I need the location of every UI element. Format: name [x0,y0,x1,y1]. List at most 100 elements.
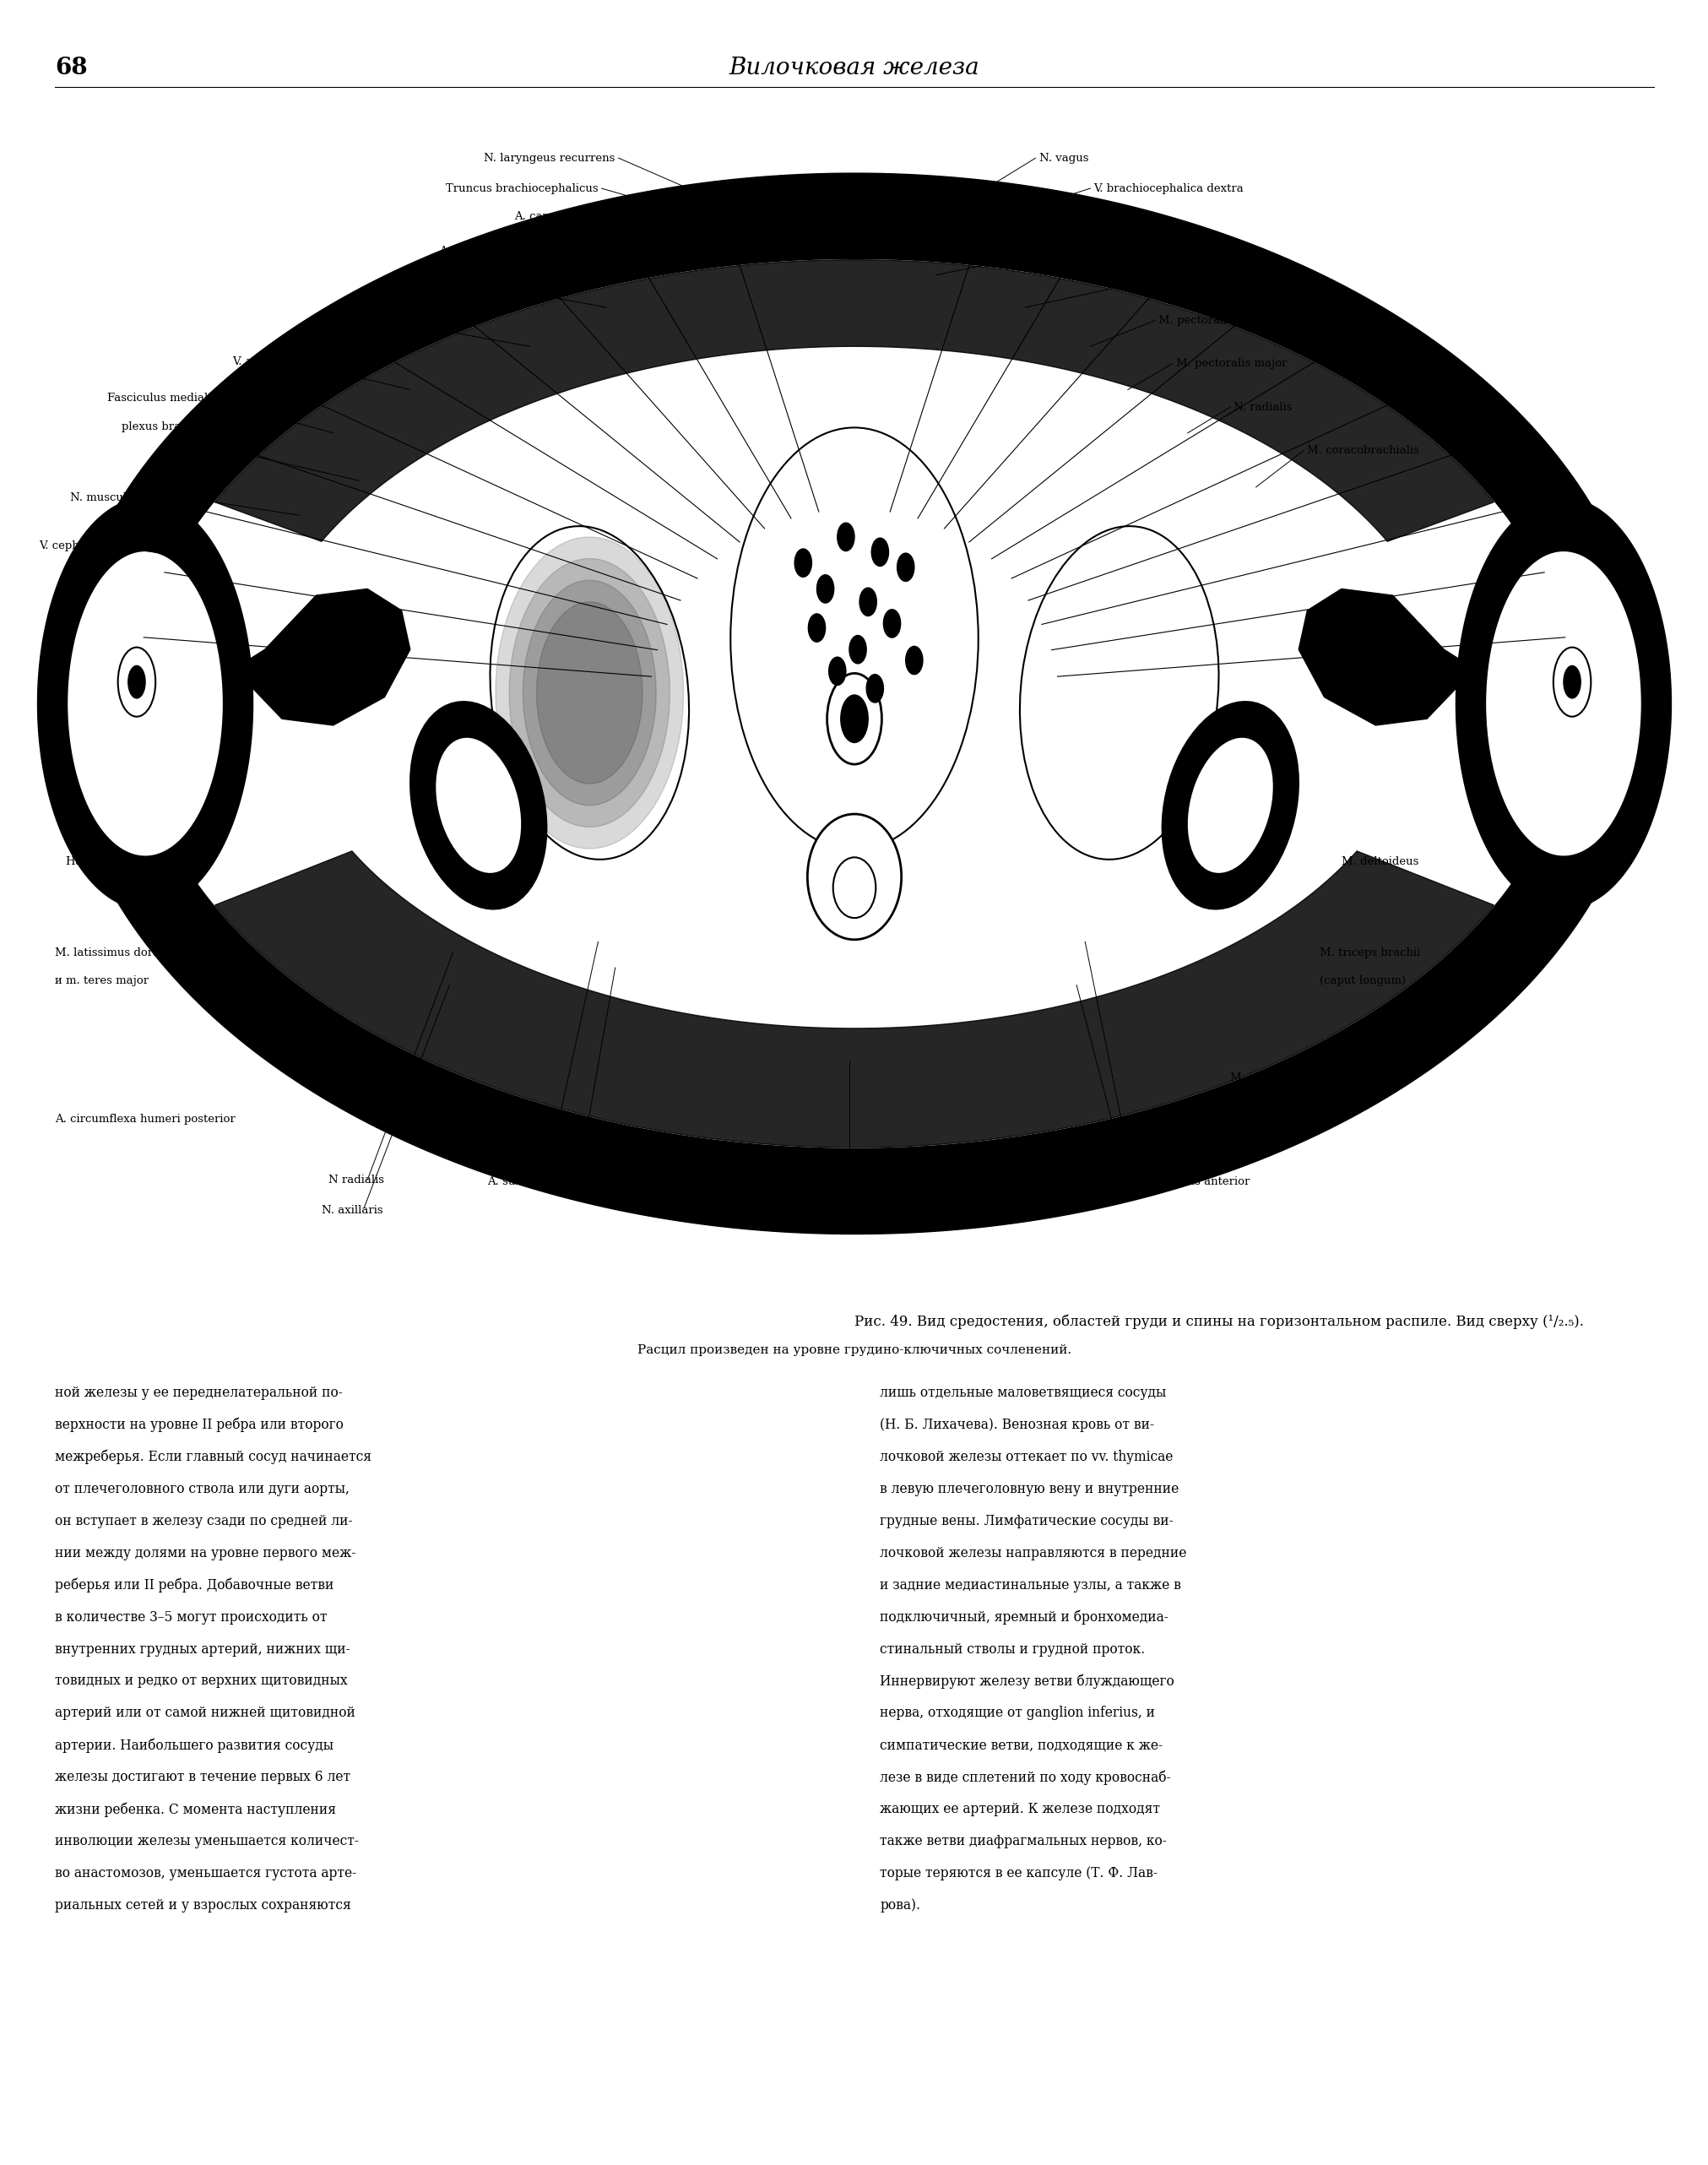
Polygon shape [536,602,642,784]
Ellipse shape [897,552,914,580]
Text: M. subscapularis: M. subscapularis [1134,1145,1230,1158]
Text: товидных и редко от верхних щитовидных: товидных и редко от верхних щитовидных [55,1674,347,1689]
Text: plexus brachialls: plexus brachialls [121,420,217,433]
Ellipse shape [1187,738,1272,872]
Text: и m. teres major: и m. teres major [55,974,149,987]
Text: M. deltoideus: M. deltoideus [1341,855,1418,868]
Text: (Н. Б. Лихачева). Венозная кровь от ви-: (Н. Б. Лихачева). Венозная кровь от ви- [880,1418,1155,1431]
Ellipse shape [883,611,900,637]
Text: подключичный, яремный и бронхомедиа-: подключичный, яремный и бронхомедиа- [880,1611,1168,1624]
Ellipse shape [905,647,922,675]
Ellipse shape [1553,647,1590,717]
Text: V. axillaris: V. axillaris [232,355,290,368]
Text: N. laryngeus recurrens: N. laryngeus recurrens [483,152,615,165]
Text: симпатические ветви, подходящие к же-: симпатические ветви, подходящие к же- [880,1738,1163,1751]
Text: A. subscapularis: A. subscapularis [487,1176,579,1189]
Polygon shape [215,851,1493,1147]
Polygon shape [1486,552,1640,855]
Text: реберья или II ребра. Добавочные ветви: реберья или II ребра. Добавочные ветви [55,1578,333,1593]
Text: A. subclavia: A. subclavia [439,245,507,258]
Text: M. serratus anterior: M. serratus anterior [1134,1176,1249,1189]
Text: торые теряются в ее капсуле (Т. Ф. Лав-: торые теряются в ее капсуле (Т. Ф. Лав- [880,1866,1158,1881]
Text: Truncus brachiocephalicus: Truncus brachiocephalicus [446,182,598,195]
Text: Costa I: Costa I [1056,245,1097,258]
Text: Расцил произведен на уровне грудино-ключичных сочленений.: Расцил произведен на уровне грудино-ключ… [637,1344,1071,1355]
Text: Fasciculus medialis: Fasciculus medialis [108,392,217,405]
Polygon shape [495,537,683,849]
Polygon shape [523,580,656,805]
Text: N. axillaris: N. axillaris [321,1204,383,1217]
Text: V. brachiocephalica dextra: V. brachiocephalica dextra [1093,182,1243,195]
Text: от плечеголовного ствола или дуги аорты,: от плечеголовного ствола или дуги аорты, [55,1481,348,1496]
Polygon shape [137,260,1571,1147]
Text: лочковой железы направляются в передние: лочковой железы направляются в передние [880,1546,1187,1561]
Text: N. musculocutaneus: N. musculocutaneus [70,491,184,504]
Text: M. triceps brachii: M. triceps brachii [1319,946,1419,959]
Ellipse shape [410,701,547,909]
Text: лезе в виде сплетений по ходу кровоснаб-: лезе в виде сплетений по ходу кровоснаб- [880,1771,1170,1784]
Text: лишь отдельные маловетвящиеся сосуды: лишь отдельные маловетвящиеся сосуды [880,1386,1167,1401]
Text: риальных сетей и у взрослых сохраняются: риальных сетей и у взрослых сохраняются [55,1899,350,1912]
Text: N. vagus: N. vagus [1038,152,1088,165]
Ellipse shape [1563,665,1580,697]
Text: верхности на уровне II ребра или второго: верхности на уровне II ребра или второго [55,1418,343,1433]
Ellipse shape [840,695,868,743]
Text: ной железы у ее переднелатеральной по-: ной железы у ее переднелатеральной по- [55,1386,342,1401]
Polygon shape [248,589,410,725]
Polygon shape [1455,498,1670,909]
Ellipse shape [816,576,834,604]
Text: N. vagus: N. vagus [333,314,383,327]
Ellipse shape [871,537,888,565]
Text: нерва, отходящие от ganglion inferius, и: нерва, отходящие от ganglion inferius, и [880,1706,1155,1721]
Text: стинальный стволы и грудной проток.: стинальный стволы и грудной проток. [880,1641,1144,1656]
Ellipse shape [436,738,521,872]
Text: M. coracobrachialis: M. coracobrachialis [1307,444,1419,457]
Text: грудные вены. Лимфатические сосуды ви-: грудные вены. Лимфатические сосуды ви- [880,1513,1173,1528]
Ellipse shape [1161,701,1298,909]
Text: (caput longum): (caput longum) [1319,974,1404,987]
Text: рова).: рова). [880,1899,921,1912]
Polygon shape [215,260,1493,541]
Text: 68: 68 [55,56,87,80]
Polygon shape [68,552,222,855]
Text: межреберья. Если главный сосуд начинается: межреберья. Если главный сосуд начинаетс… [55,1451,371,1464]
Ellipse shape [490,526,688,860]
Ellipse shape [849,637,866,662]
Text: во анастомозов, уменьшается густота арте-: во анастомозов, уменьшается густота арте… [55,1866,357,1881]
Text: жающих ее артерий. К железе подходят: жающих ее артерий. К железе подходят [880,1801,1160,1816]
Ellipse shape [118,647,155,717]
Ellipse shape [128,665,145,697]
Ellipse shape [866,673,883,701]
Polygon shape [1298,589,1460,725]
Text: M. erector spinae: M. erector spinae [799,1206,898,1219]
Ellipse shape [731,429,977,851]
Text: нии между долями на уровне первого меж-: нии между долями на уровне первого меж- [55,1546,355,1561]
Text: Рис. 49. Вид средостения, областей груди и спины на горизонтальном распиле. Вид : Рис. 49. Вид средостения, областей груди… [854,1314,1583,1329]
Text: Humerus: Humerus [65,855,118,868]
Polygon shape [38,498,253,909]
Text: и задние медиастинальные узлы, а также в: и задние медиастинальные узлы, а также в [880,1578,1180,1591]
Text: железы достигают в течение первых 6 лет: железы достигают в течение первых 6 лет [55,1771,350,1784]
Text: M. pectoralis minor: M. pectoralis minor [1158,314,1269,327]
Text: A. carotis communis: A. carotis communis [514,210,629,223]
Text: M. pectoralis major: M. pectoralis major [1175,357,1286,370]
Polygon shape [60,173,1648,1234]
Text: в количестве 3–5 могут происходить от: в количестве 3–5 могут происходить от [55,1611,326,1624]
Text: жизни ребенка. С момента наступления: жизни ребенка. С момента наступления [55,1801,336,1816]
Polygon shape [509,559,670,827]
Text: A. axillaris: A. axillaris [193,452,253,465]
Ellipse shape [808,814,902,940]
Ellipse shape [1020,526,1218,860]
Text: Иннервируют железу ветви блуждающего: Иннервируют железу ветви блуждающего [880,1674,1173,1689]
Text: лочковой железы оттекает по vv. thymicae: лочковой железы оттекает по vv. thymicae [880,1451,1173,1464]
Text: артерий или от самой нижней щитовидной: артерий или от самой нижней щитовидной [55,1706,355,1721]
Polygon shape [60,173,1648,1234]
Ellipse shape [828,658,845,684]
Text: Вилочковая железа: Вилочковая железа [729,56,979,80]
Text: инволюции железы уменьшается количест-: инволюции железы уменьшается количест- [55,1834,359,1849]
Text: M. infraspinatus: M. infraspinatus [1230,1072,1322,1085]
Text: V. cephalica: V. cephalica [39,539,106,552]
Text: он вступает в железу сзади по средней ли-: он вступает в железу сзади по средней ли… [55,1513,352,1528]
Ellipse shape [794,550,811,578]
Text: внутренних грудных артерий, нижних щи-: внутренних грудных артерий, нижних щи- [55,1641,350,1656]
